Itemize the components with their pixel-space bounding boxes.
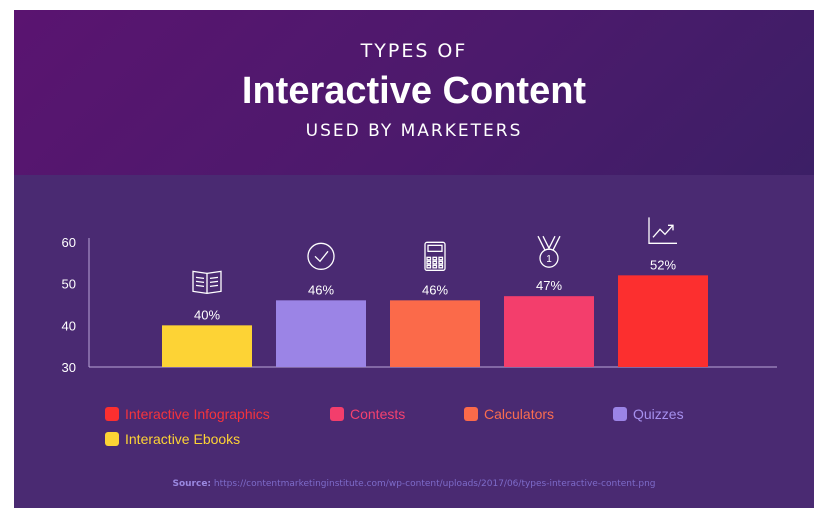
legend-label: Quizzes bbox=[633, 406, 684, 422]
y-tick-label: 60 bbox=[62, 235, 76, 250]
bar-quizzes bbox=[276, 300, 366, 367]
legend-label: Interactive Infographics bbox=[125, 406, 270, 422]
svg-text:1: 1 bbox=[546, 254, 552, 265]
source-prefix: Source: bbox=[172, 479, 212, 489]
check-circle-icon bbox=[307, 242, 335, 270]
legend-item-contests: Contests bbox=[330, 406, 405, 422]
book-icon bbox=[192, 270, 222, 294]
medal-icon: 1 bbox=[537, 235, 561, 268]
calculator-icon bbox=[424, 241, 446, 271]
bar-value-label: 47% bbox=[536, 278, 562, 293]
y-tick-label: 50 bbox=[62, 277, 76, 292]
legend-label: Calculators bbox=[484, 406, 555, 422]
y-tick-label: 30 bbox=[62, 360, 76, 375]
infographic-card: TYPES OF Interactive Content USED BY MAR… bbox=[14, 10, 814, 508]
title-subtext: USED BY MARKETERS bbox=[305, 121, 523, 141]
legend-swatch bbox=[464, 407, 478, 421]
bar-value-label: 40% bbox=[194, 307, 220, 322]
legend-item-interactive-infographics: Interactive Infographics bbox=[105, 406, 270, 422]
source-url[interactable]: https://contentmarketinginstitute.com/wp… bbox=[213, 479, 656, 489]
legend-swatch bbox=[613, 407, 627, 421]
bar-contests bbox=[504, 296, 594, 367]
bar-calculators bbox=[390, 300, 480, 367]
bar-value-label: 46% bbox=[308, 282, 334, 297]
legend-label: Interactive Ebooks bbox=[125, 431, 241, 447]
header-banner: TYPES OF Interactive Content USED BY MAR… bbox=[14, 10, 814, 175]
legend-swatch bbox=[105, 407, 119, 421]
bar-value-label: 46% bbox=[422, 282, 448, 297]
legend-item-quizzes: Quizzes bbox=[613, 406, 684, 422]
bar-interactive-ebooks bbox=[162, 325, 252, 367]
bar-chart: 30 40 50 60 40% 46% 46% 47% 1 52% bbox=[62, 217, 777, 375]
y-tick-label: 40 bbox=[62, 318, 76, 333]
legend-label: Contests bbox=[350, 406, 406, 422]
source-note: Source: https://contentmarketinginstitut… bbox=[14, 479, 814, 489]
legend-item-interactive-ebooks: Interactive Ebooks bbox=[105, 431, 240, 447]
trend-chart-icon bbox=[648, 217, 677, 244]
bar-interactive-infographics bbox=[618, 275, 708, 367]
main-title: Interactive Content bbox=[241, 70, 587, 112]
title-pretext: TYPES OF bbox=[360, 40, 468, 62]
legend-item-calculators: Calculators bbox=[464, 406, 554, 422]
legend-swatch bbox=[105, 432, 119, 446]
bar-value-label: 52% bbox=[650, 257, 676, 272]
legend-swatch bbox=[330, 407, 344, 421]
